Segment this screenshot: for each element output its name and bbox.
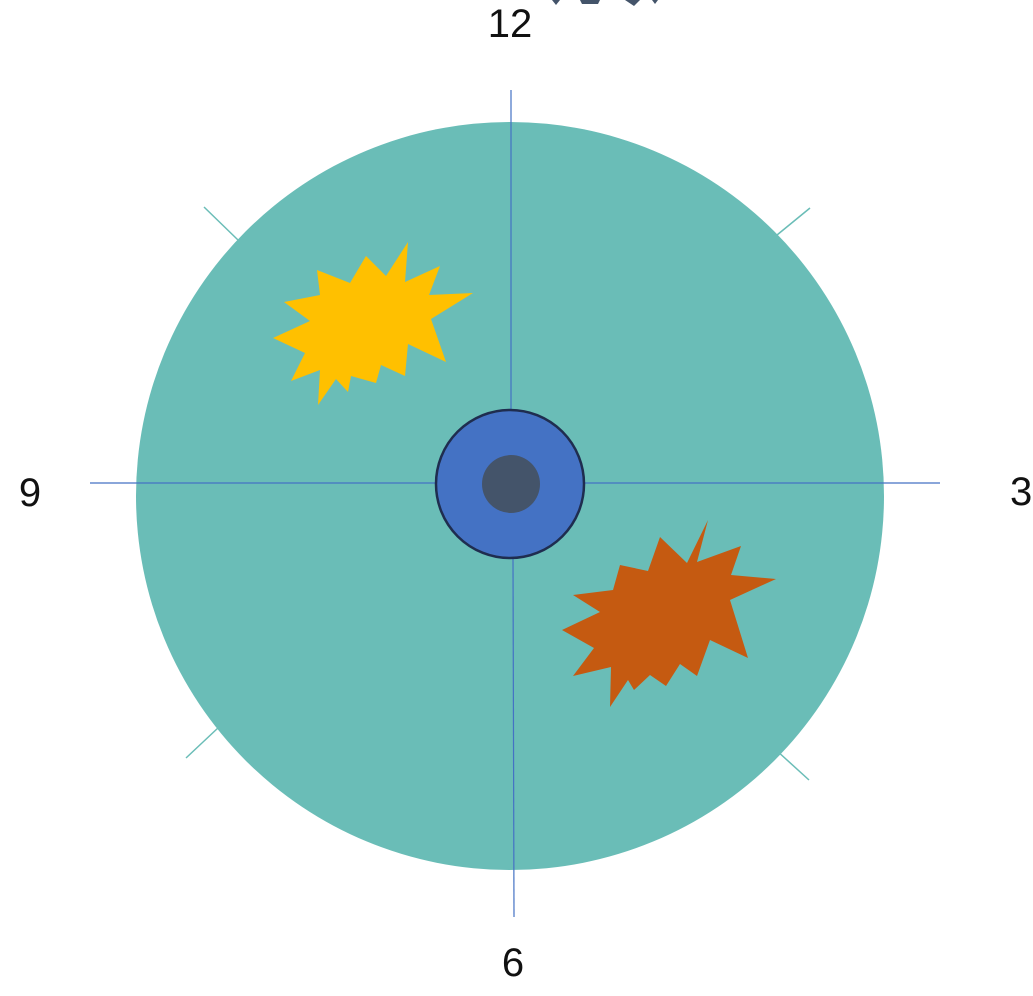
clipped-header-fragment xyxy=(540,0,660,6)
tick-lower-left xyxy=(185,726,220,759)
clock-label-right: 3 xyxy=(1010,470,1032,514)
tick-upper-right xyxy=(776,207,811,236)
center-hub xyxy=(434,408,586,560)
yellow-burst-icon xyxy=(273,242,473,405)
tick-lower-right xyxy=(775,749,810,781)
hub-inner-core xyxy=(482,455,540,513)
clock-label-bottom: 6 xyxy=(502,941,524,985)
clock-label-top: 12 xyxy=(488,2,533,46)
diagonal-ticks xyxy=(185,206,811,781)
clock-label-left: 9 xyxy=(19,471,41,515)
axis-vertical-bottom xyxy=(512,557,515,918)
crosshair-axes xyxy=(90,90,940,918)
tick-upper-left xyxy=(203,206,239,241)
orange-burst-icon xyxy=(562,520,776,707)
